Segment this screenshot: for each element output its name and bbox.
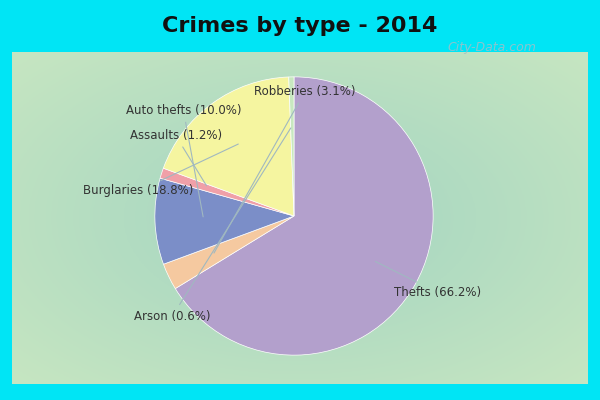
Text: Auto thefts (10.0%): Auto thefts (10.0%)	[125, 104, 241, 217]
Wedge shape	[163, 216, 294, 288]
Wedge shape	[155, 178, 294, 264]
Wedge shape	[289, 77, 294, 216]
Wedge shape	[175, 77, 433, 355]
Text: Assaults (1.2%): Assaults (1.2%)	[130, 129, 221, 186]
Text: Crimes by type - 2014: Crimes by type - 2014	[163, 16, 437, 36]
Text: Arson (0.6%): Arson (0.6%)	[134, 128, 291, 323]
Wedge shape	[160, 168, 294, 216]
Text: Thefts (66.2%): Thefts (66.2%)	[376, 262, 481, 299]
Text: Burglaries (18.8%): Burglaries (18.8%)	[83, 144, 238, 198]
Text: Robberies (3.1%): Robberies (3.1%)	[214, 85, 356, 253]
Text: City-Data.com: City-Data.com	[448, 42, 536, 54]
Wedge shape	[163, 77, 294, 216]
